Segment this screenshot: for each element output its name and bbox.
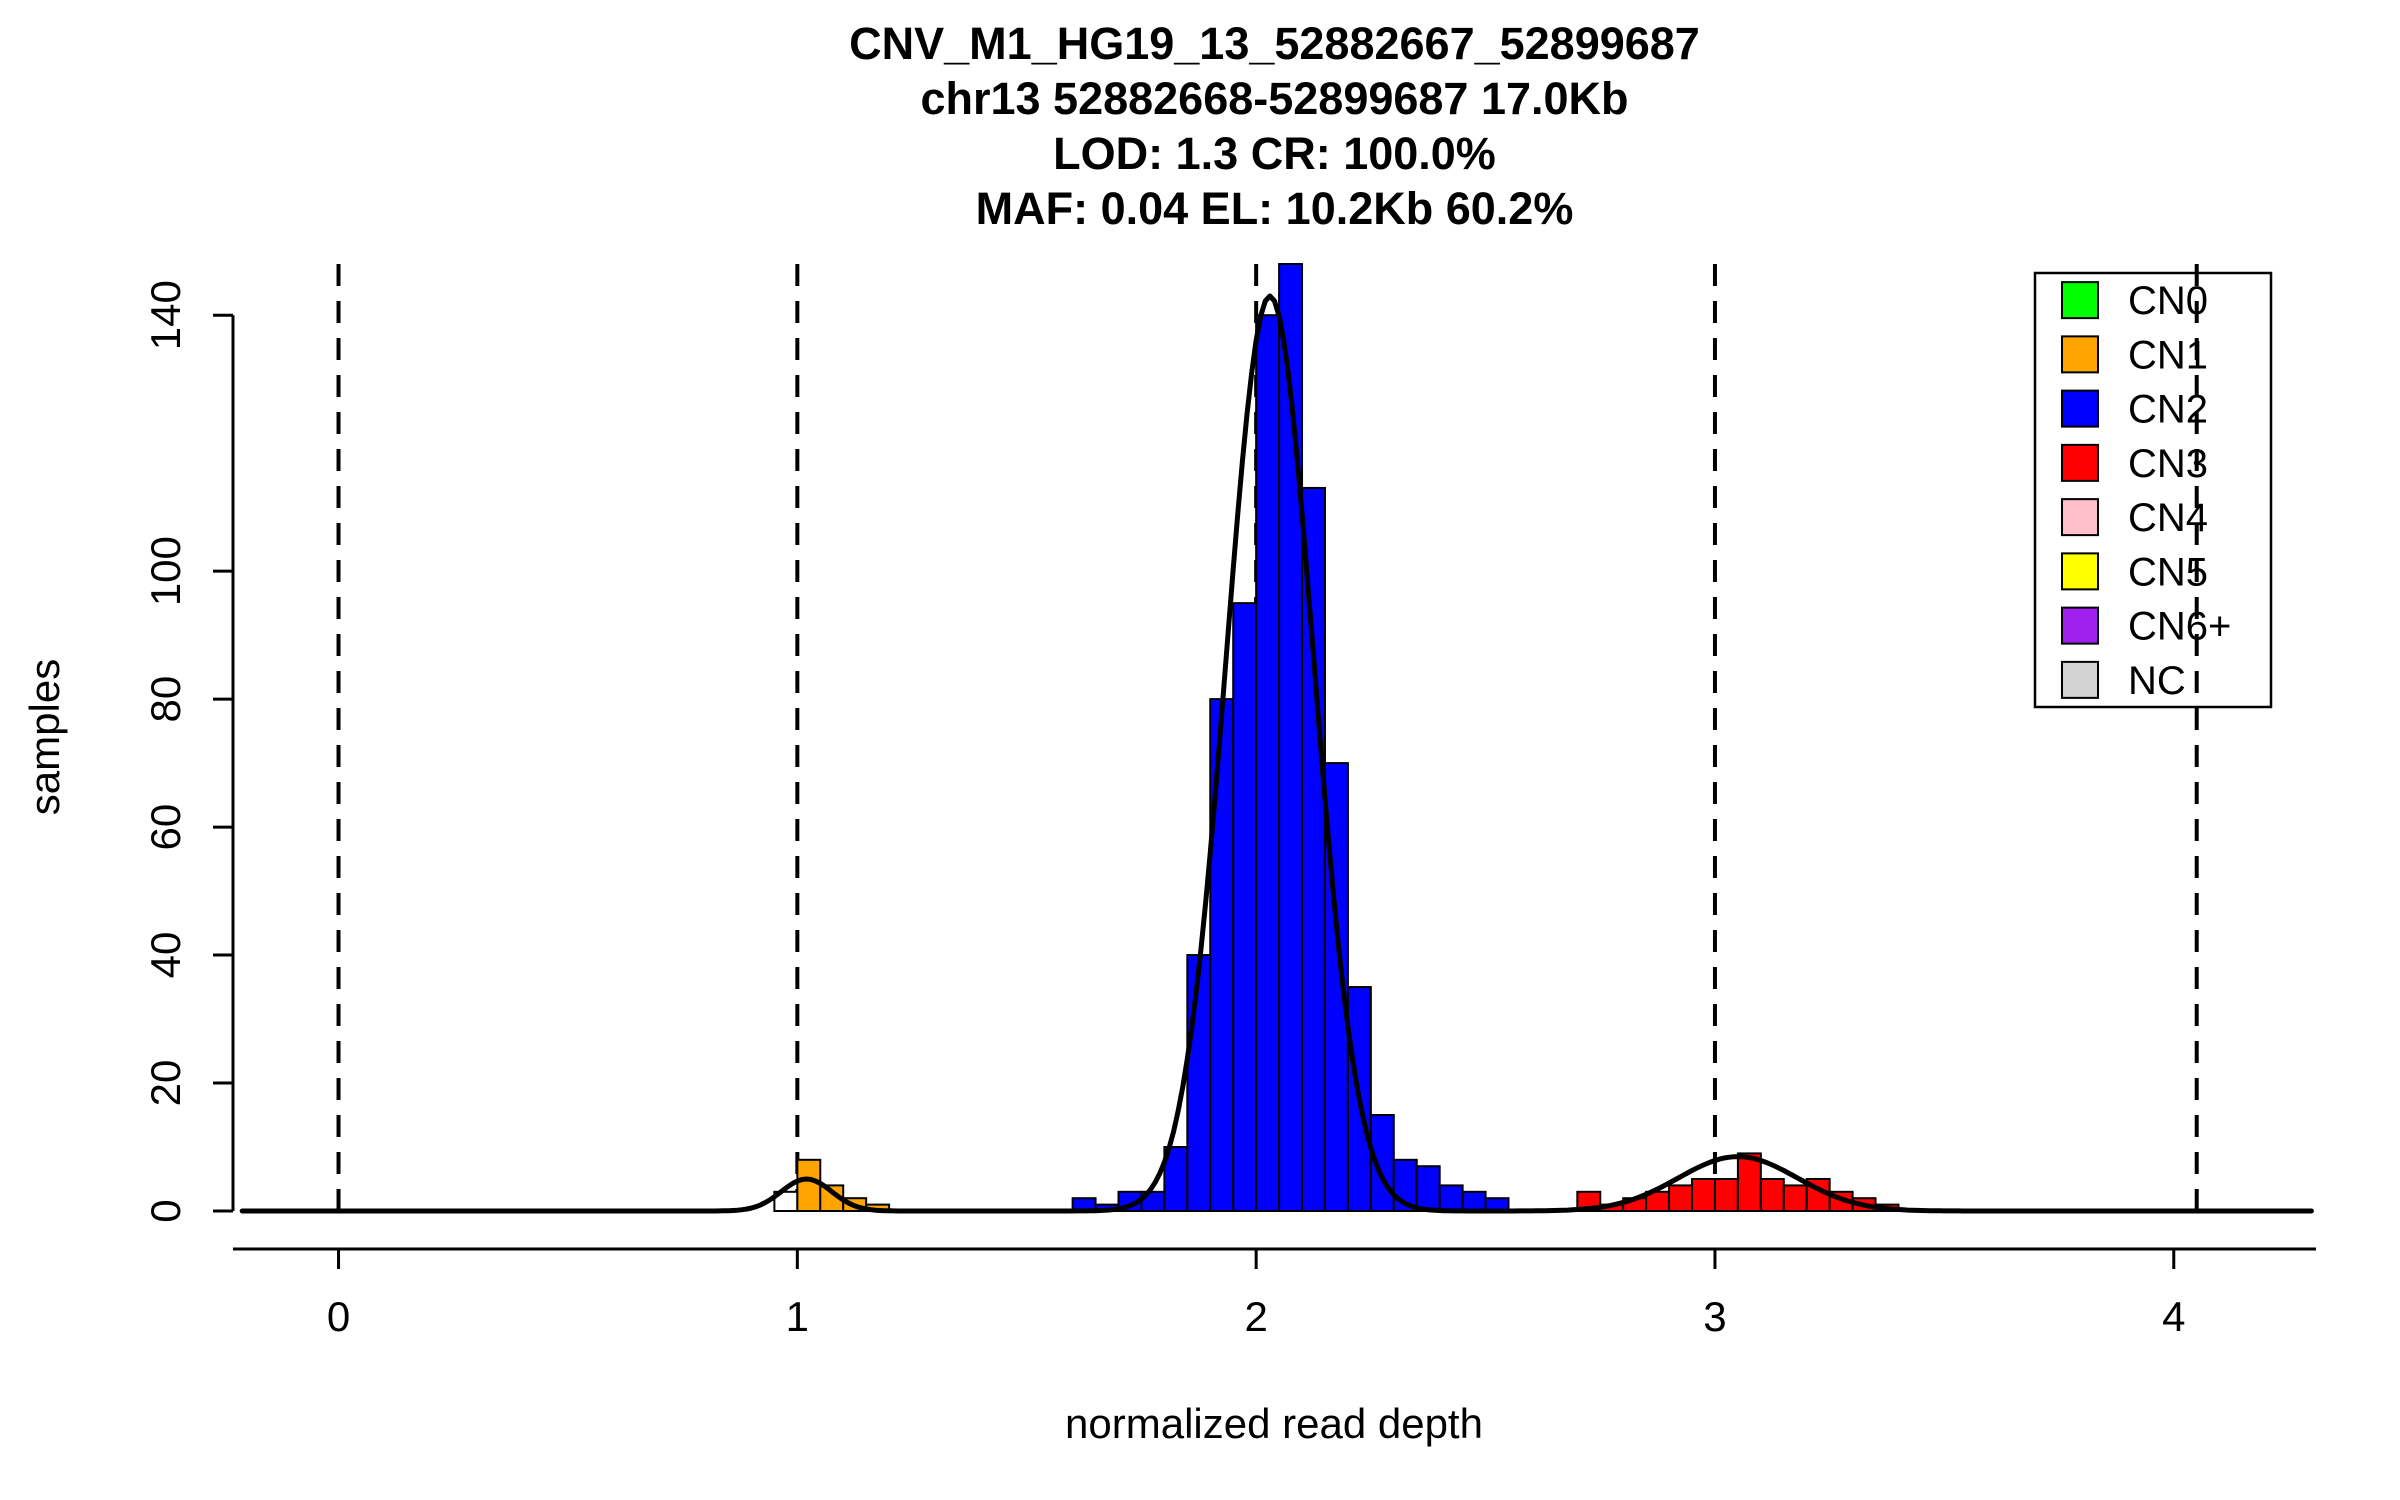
y-axis-tick-label: 0 [142,1199,189,1222]
legend-swatch-cn6plus [2061,606,2099,645]
y-axis-tick-label: 40 [142,932,189,979]
title-line-1: CNV_M1_HG19_13_52882667_52899687 [849,18,1700,69]
histogram-bars [773,263,1900,1213]
x-axis-tick-label: 4 [2162,1293,2185,1340]
x-axis-tick-label: 3 [1703,1293,1726,1340]
density-curve [239,293,2314,1214]
legend-label-cn1: CN1 [2128,333,2208,377]
legend-swatch-cn5 [2061,552,2099,591]
x-axis: 0 1 2 3 4 [233,1247,2316,1340]
histogram-bar [1301,486,1326,1212]
x-axis-tick-label: 2 [1244,1293,1267,1340]
legend-label-cn3: CN3 [2128,442,2208,486]
y-axis: 0 20 40 60 80 100 140 [142,280,235,1223]
title-line-4: MAF: 0.04 EL: 10.2Kb 60.2% [975,183,1574,234]
histogram-bar [1691,1178,1716,1212]
legend: CN0 CN1 CN2 CN3 CN4 CN5 CN6+ NC [2033,271,2273,709]
histogram-bar [1186,954,1212,1213]
x-axis-tick-label: 0 [327,1293,350,1340]
histogram-bar [1759,1178,1785,1212]
histogram-bar [1209,698,1235,1212]
y-axis-tick-label: 140 [142,280,189,350]
legend-swatch-cn1 [2061,335,2099,374]
y-axis-tick-label: 60 [142,804,189,851]
histogram-bar [1461,1190,1487,1213]
legend-label-cn2: CN2 [2128,388,2208,432]
histogram-bar [1415,1165,1441,1213]
x-axis-tick-label: 1 [786,1293,809,1340]
legend-label-cn0: CN0 [2128,279,2208,323]
y-axis-tick-label: 80 [142,676,189,723]
histogram-bar [1232,602,1258,1212]
histogram-bar [1713,1178,1739,1212]
legend-label-cn5: CN5 [2128,550,2208,594]
y-axis-tick-label: 100 [142,536,189,606]
legend-label-cn4: CN4 [2128,496,2208,540]
histogram-bar [1782,1184,1808,1212]
histogram-bar [1438,1184,1464,1212]
legend-swatch-cn4 [2061,498,2099,537]
legend-label-nc: NC [2128,659,2186,703]
legend-swatch-cn3 [2061,443,2099,482]
histogram-bar [1668,1184,1694,1212]
plot-title-block: CNV_M1_HG19_13_52882667_52899687 chr13 5… [233,16,2316,236]
title-line-3: LOD: 1.3 CR: 100.0% [1053,128,1496,179]
legend-label-cn6plus: CN6+ [2128,605,2231,649]
title-line-2: chr13 52882668-52899687 17.0Kb [920,73,1629,124]
y-axis-tick-label: 20 [142,1060,189,1107]
histogram-bar [1255,314,1281,1212]
histogram-bar [796,1158,822,1212]
legend-swatch-cn2 [2061,389,2099,428]
legend-swatch-nc [2061,660,2099,699]
legend-swatch-cn0 [2061,281,2099,320]
legend-box [2033,271,2273,709]
x-axis-label: normalized read depth [1065,1400,1483,1447]
